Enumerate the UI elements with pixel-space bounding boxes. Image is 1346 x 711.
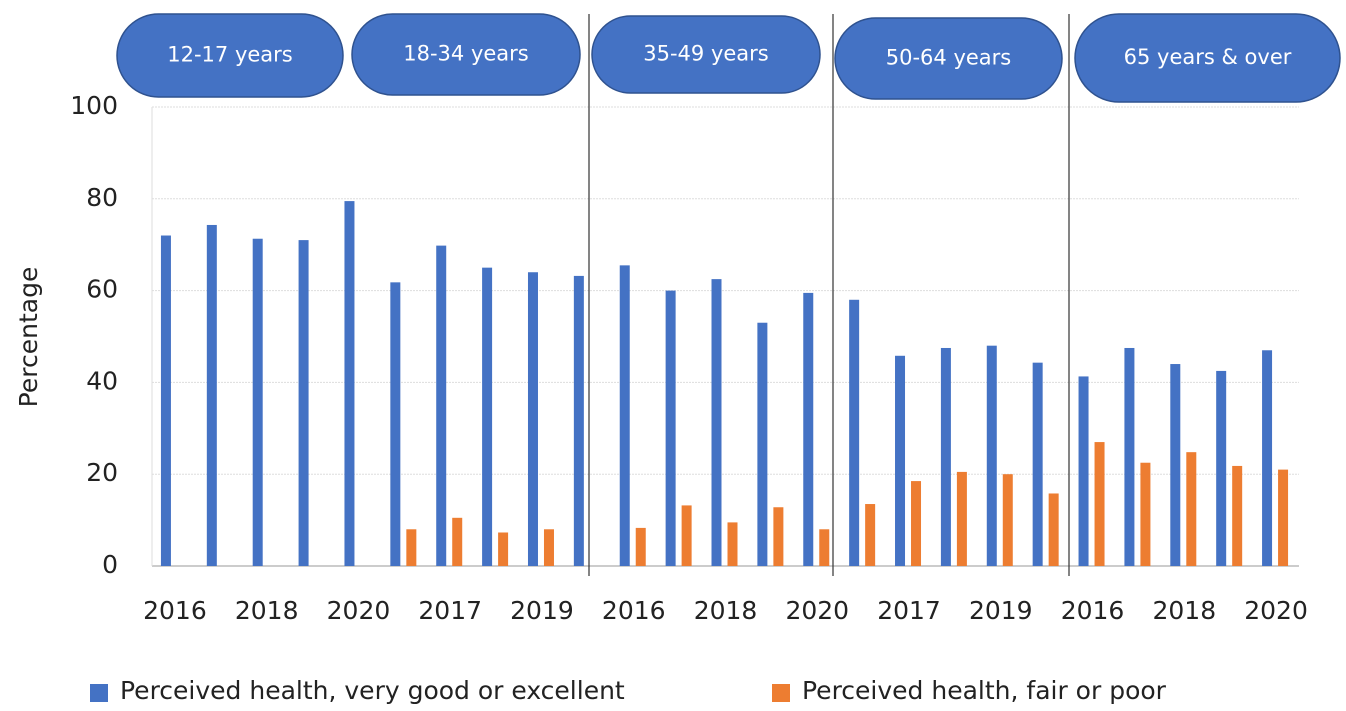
bar: [573, 275, 584, 566]
bar: [482, 267, 493, 566]
bar: [206, 224, 217, 566]
bar: [252, 238, 263, 566]
x-tick-label: 2019: [969, 596, 1033, 625]
group-label: 50-64 years: [886, 46, 1012, 70]
bar: [1140, 462, 1151, 566]
bar: [390, 282, 401, 566]
x-tick-label: 2017: [877, 596, 941, 625]
bar: [1278, 469, 1289, 566]
y-tick-label: 60: [86, 275, 118, 304]
bar: [1078, 376, 1089, 566]
bar: [160, 235, 171, 566]
legend-label: Perceived health, fair or poor: [802, 676, 1167, 705]
group-label: 65 years & over: [1124, 45, 1292, 69]
bar: [498, 532, 509, 566]
bar: [406, 529, 417, 566]
bar: [1048, 493, 1059, 566]
x-tick-label: 2016: [602, 596, 666, 625]
x-tick-label: 2018: [1152, 596, 1216, 625]
x-tick-label: 2016: [1061, 596, 1125, 625]
group-label: 12-17 years: [167, 43, 293, 67]
bar: [1094, 442, 1105, 566]
x-tick-label: 2018: [694, 596, 758, 625]
bar: [803, 292, 814, 566]
bar: [895, 355, 906, 566]
bar: [1186, 452, 1197, 566]
bar: [436, 245, 447, 567]
x-tick-label: 2020: [327, 596, 391, 625]
group-pill: [1074, 13, 1341, 103]
bar: [849, 299, 860, 566]
bar: [1170, 364, 1181, 566]
bar: [757, 322, 768, 566]
bar: [1032, 362, 1043, 566]
y-tick-label: 20: [86, 458, 118, 487]
bar: [1002, 474, 1013, 566]
group-label: 35-49 years: [643, 42, 769, 66]
x-tick-label: 2018: [235, 596, 299, 625]
bar: [819, 529, 830, 566]
x-tick-label: 2016: [143, 596, 207, 625]
group-label: 18-34 years: [403, 42, 529, 66]
x-tick-label: 2019: [510, 596, 574, 625]
legend-label: Perceived health, very good or excellent: [120, 676, 625, 705]
group-pill: [351, 13, 581, 96]
bar: [1124, 347, 1135, 566]
bar: [298, 240, 309, 567]
legend-swatch: [90, 684, 108, 702]
bar: [865, 504, 876, 566]
group-pill: [834, 17, 1063, 100]
bar: [986, 345, 997, 566]
group-pill: [591, 15, 821, 94]
bar: [727, 522, 738, 566]
bar: [344, 201, 355, 566]
bar: [635, 527, 646, 566]
y-tick-label: 40: [86, 366, 118, 395]
y-tick-label: 100: [70, 91, 118, 120]
bar: [956, 471, 967, 566]
y-axis-label: Percentage: [14, 267, 43, 408]
y-tick-label: 80: [86, 183, 118, 212]
bar: [665, 290, 676, 566]
x-tick-label: 2020: [785, 596, 849, 625]
bar: [911, 481, 922, 566]
y-tick-label: 0: [102, 550, 118, 579]
bar: [1232, 465, 1243, 566]
bar: [711, 279, 722, 566]
legend-swatch: [772, 684, 790, 702]
bar: [773, 507, 784, 566]
bar: [1262, 350, 1273, 566]
bar: [1216, 370, 1227, 566]
bar: [527, 272, 538, 566]
bar: [681, 505, 692, 566]
bar: [619, 265, 630, 566]
bar: [940, 347, 951, 566]
bar: [452, 517, 463, 566]
x-tick-label: 2017: [418, 596, 482, 625]
group-pill: [116, 13, 344, 98]
x-tick-label: 2020: [1244, 596, 1308, 625]
bar: [543, 529, 554, 566]
